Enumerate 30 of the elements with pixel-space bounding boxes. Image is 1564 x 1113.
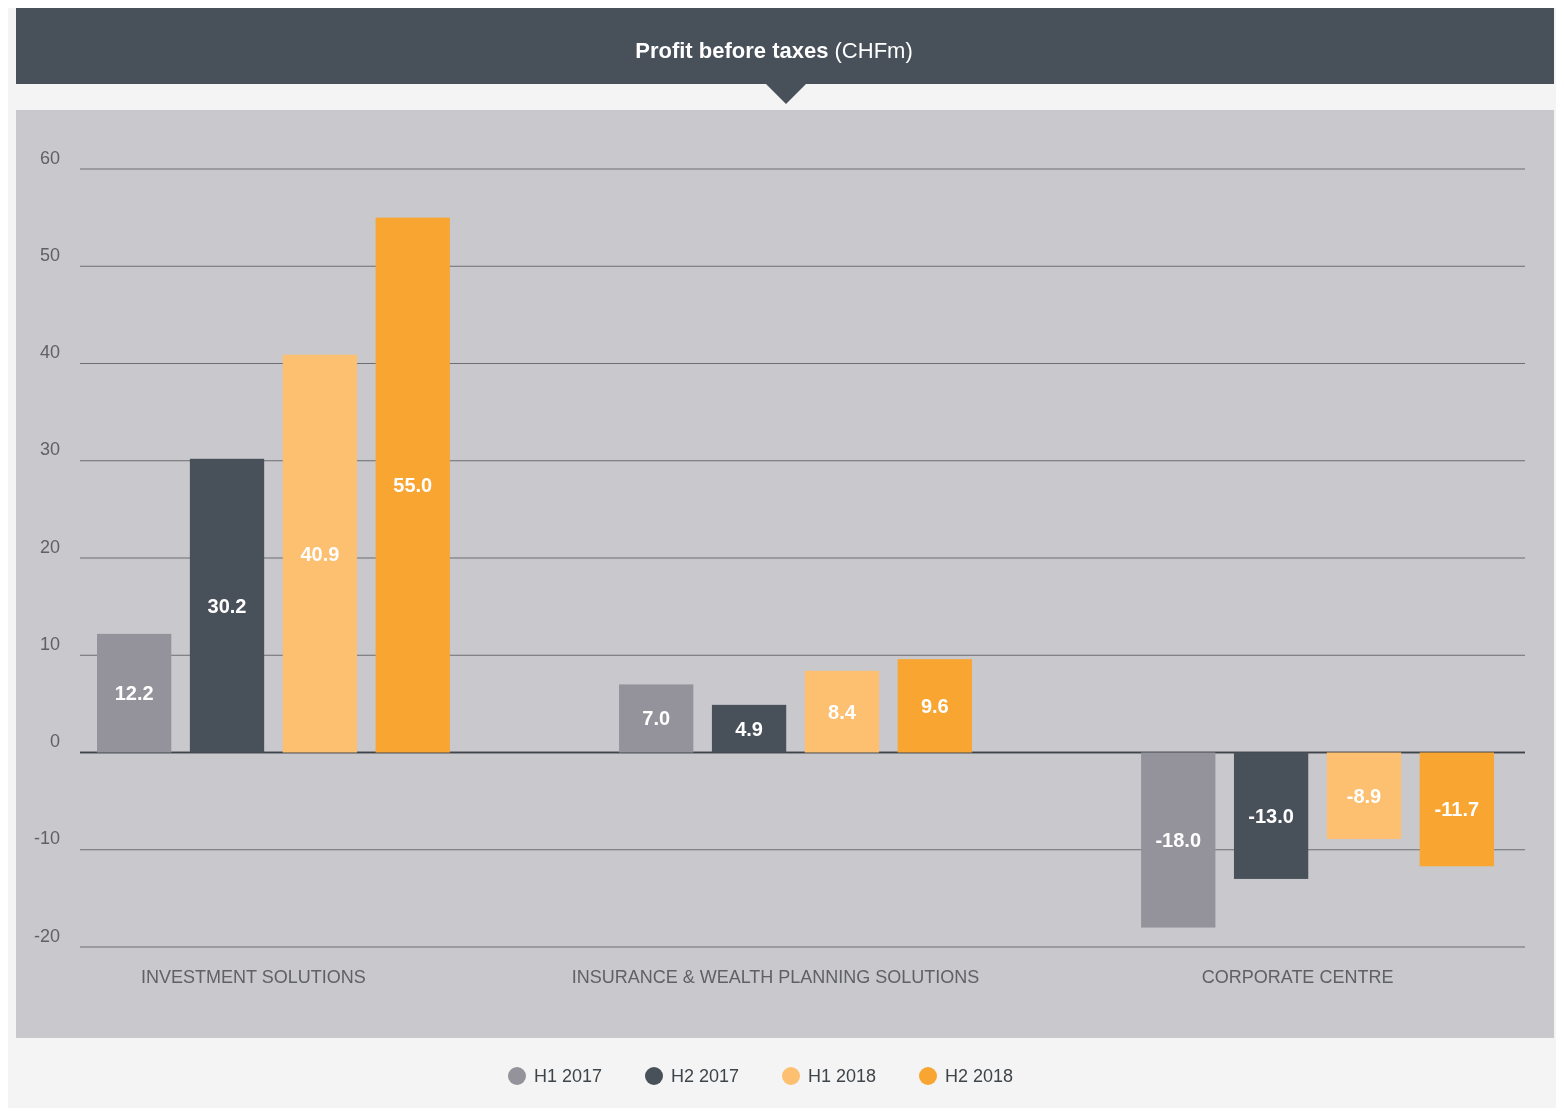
data-label: 9.6	[920, 694, 949, 717]
legend-label: H2 2018	[945, 1066, 1014, 1087]
y-tick-label: 10	[39, 633, 60, 654]
y-tick-label: 40	[39, 342, 60, 363]
data-label: 8.4	[828, 700, 857, 723]
legend-label: H2 2017	[671, 1066, 740, 1087]
y-tick-label: 20	[39, 536, 60, 557]
data-label: 7.0	[642, 707, 671, 730]
data-label: -13.0	[1248, 804, 1294, 827]
y-tick-label: -10	[33, 828, 60, 849]
chart-subtitle: (CHFm)	[828, 37, 913, 63]
x-tick-label: CORPORATE CENTRE	[1201, 967, 1394, 988]
y-tick-label: 0	[49, 731, 60, 752]
x-tick-label: INVESTMENT SOLUTIONS	[141, 967, 366, 988]
y-tick-label: -20	[33, 925, 60, 946]
data-label: 30.2	[207, 594, 247, 617]
chart-title: Profit before taxes	[635, 37, 829, 63]
legend-label: H1 2018	[808, 1066, 877, 1087]
data-label: 55.0	[393, 474, 433, 497]
y-tick-label: 50	[39, 244, 60, 265]
y-tick-label: 30	[39, 439, 60, 460]
data-label: -8.9	[1346, 784, 1382, 807]
data-label: -11.7	[1434, 798, 1480, 821]
y-tick-label: 60	[39, 147, 60, 168]
data-label: 4.9	[735, 717, 763, 740]
legend-label: H1 2017	[534, 1066, 603, 1087]
data-label: 12.2	[114, 682, 154, 705]
x-tick-label: INSURANCE & WEALTH PLANNING SOLUTIONS	[571, 967, 980, 988]
data-label: -18.0	[1155, 829, 1202, 852]
data-label: 40.9	[300, 542, 340, 565]
